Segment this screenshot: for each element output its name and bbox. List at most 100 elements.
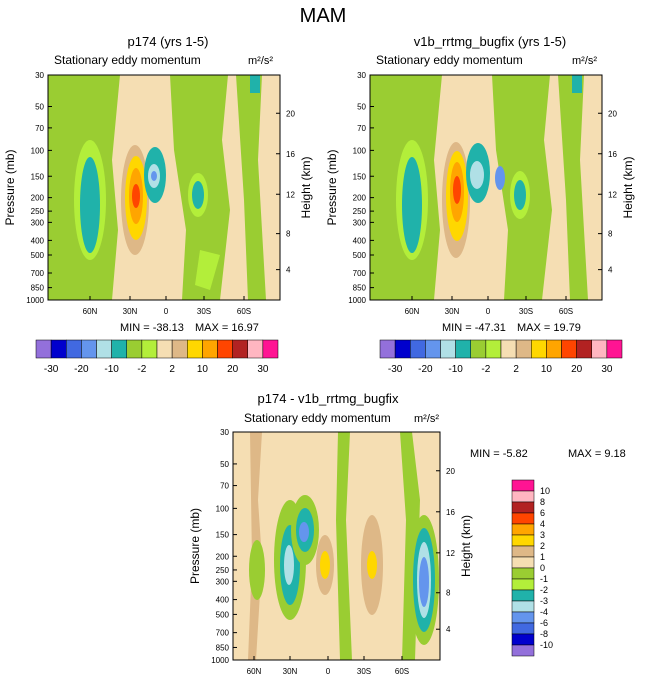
colorbar-swatch: [531, 339, 547, 359]
panel-1-subtitle: Stationary eddy momentum: [54, 53, 201, 67]
height-tick-label: 16: [286, 150, 295, 159]
x-tick-label: 60S: [395, 667, 409, 676]
height-tick-label: 16: [608, 150, 617, 159]
y-tick-label: 250: [353, 207, 367, 216]
height-tick-label: 20: [286, 109, 295, 118]
colorbar-swatch: [511, 644, 535, 657]
y-tick-label: 30: [220, 428, 229, 437]
colorbar-swatch: [141, 339, 158, 359]
y-tick-label: 250: [216, 566, 230, 575]
y-tick-label: 850: [216, 643, 230, 652]
y-tick-label: 150: [353, 172, 367, 181]
colorbar-label: 6: [540, 508, 545, 518]
colorbar-label: -2: [137, 364, 146, 375]
colorbar-label: -30: [44, 364, 59, 375]
panel-2-max: MAX = 19.79: [517, 322, 581, 334]
colorbar-label: -10: [448, 364, 463, 375]
y-tick-label: 700: [353, 269, 367, 278]
y-tick-label: 500: [353, 251, 367, 260]
y-tick-label: 100: [216, 504, 230, 513]
y-tick-label: 50: [35, 103, 44, 112]
colorbar-swatch: [171, 339, 188, 359]
height-tick-label: 20: [446, 467, 455, 476]
y-axis-right-label: Height (km): [299, 156, 313, 218]
height-tick-label: 12: [286, 190, 295, 199]
colorbar-label: 0: [540, 563, 545, 573]
height-tick-label: 8: [286, 230, 291, 239]
y-tick-label: 100: [31, 146, 45, 155]
height-tick-label: 4: [446, 625, 451, 634]
colorbar-label: 20: [227, 364, 239, 375]
colorbar-label: 2: [169, 364, 175, 375]
panel-3: p174 - v1b_rrtmg_bugfix Stationary eddy …: [188, 391, 626, 676]
panel-2-min: MIN = -47.31: [442, 322, 506, 334]
y-tick-label: 30: [357, 71, 366, 80]
y-axis-right-label: Height (km): [459, 515, 473, 577]
panel-3-subtitle: Stationary eddy momentum: [244, 411, 391, 425]
y-tick-label: 30: [35, 71, 44, 80]
panel-3-title: p174 - v1b_rrtmg_bugfix: [258, 391, 399, 406]
colorbar-swatch: [455, 339, 471, 359]
y-tick-label: 100: [353, 146, 367, 155]
panel-1-field: [47, 74, 281, 301]
height-tick-label: 20: [608, 109, 617, 118]
colorbar-label: 3: [540, 530, 545, 540]
y-axis-right-label: Height (km): [621, 156, 635, 218]
colorbar-swatch: [379, 339, 396, 359]
colorbar-swatch: [35, 339, 52, 359]
panel-2: v1b_rrtmg_bugfix (yrs 1-5) Stationary ed…: [325, 34, 635, 375]
y-tick-label: 200: [31, 194, 45, 203]
panel-3-field: [232, 431, 441, 661]
panel-2-colorbar: -30 -20 -10 -2 2 10 20 30: [379, 339, 623, 375]
colorbar-label: 4: [540, 519, 545, 529]
panel-2-axes: 30 50 70 100 150 200 250 300 400 500 700 850 1000 20 1…: [325, 71, 635, 316]
colorbar-swatch: [511, 611, 535, 624]
colorbar-swatch: [81, 339, 97, 359]
y-axis-label: Pressure (mb): [188, 508, 202, 584]
y-tick-label: 850: [31, 284, 45, 293]
colorbar-swatch: [511, 622, 535, 635]
colorbar-swatch: [247, 339, 264, 359]
y-tick-label: 70: [35, 124, 44, 133]
colorbar-swatch: [546, 339, 562, 359]
panel-3-min: MIN = -5.82: [470, 448, 528, 460]
y-tick-label: 1000: [26, 296, 44, 305]
height-tick-label: 16: [446, 508, 455, 517]
colorbar-swatch: [515, 339, 532, 359]
panel-1-units: m²/s²: [248, 55, 273, 67]
y-tick-label: 700: [216, 629, 230, 638]
x-tick-label: 0: [486, 307, 491, 316]
colorbar-swatch: [576, 339, 592, 359]
panel-2-units: m²/s²: [572, 55, 597, 67]
x-tick-label: 60N: [405, 307, 420, 316]
panel-2-title: v1b_rrtmg_bugfix (yrs 1-5): [414, 34, 566, 49]
colorbar-swatch: [410, 339, 426, 359]
colorbar-label: -1: [540, 574, 548, 584]
colorbar-label: -20: [418, 364, 433, 375]
x-tick-label: 30S: [519, 307, 533, 316]
colorbar-swatch: [111, 339, 127, 359]
x-tick-label: 30S: [357, 667, 371, 676]
y-tick-label: 1000: [348, 296, 366, 305]
colorbar-label: 2: [540, 541, 545, 551]
y-axis-label: Pressure (mb): [3, 149, 17, 225]
colorbar-swatch: [511, 512, 535, 525]
panel-3-max: MAX = 9.18: [568, 448, 626, 460]
colorbar-swatch: [156, 339, 173, 359]
y-tick-label: 850: [353, 284, 367, 293]
colorbar-label: 10: [540, 486, 550, 496]
colorbar-swatch: [511, 523, 535, 536]
x-tick-label: 60S: [559, 307, 573, 316]
colorbar-label: 10: [197, 364, 209, 375]
y-tick-label: 1000: [211, 656, 229, 665]
colorbar-label: -4: [540, 607, 548, 617]
colorbar-swatch: [511, 556, 535, 569]
colorbar-swatch: [511, 534, 535, 547]
colorbar-swatch: [66, 339, 82, 359]
y-tick-label: 50: [357, 103, 366, 112]
x-tick-label: 60S: [237, 307, 251, 316]
colorbar-label: 10: [541, 364, 553, 375]
y-tick-label: 300: [353, 218, 367, 227]
